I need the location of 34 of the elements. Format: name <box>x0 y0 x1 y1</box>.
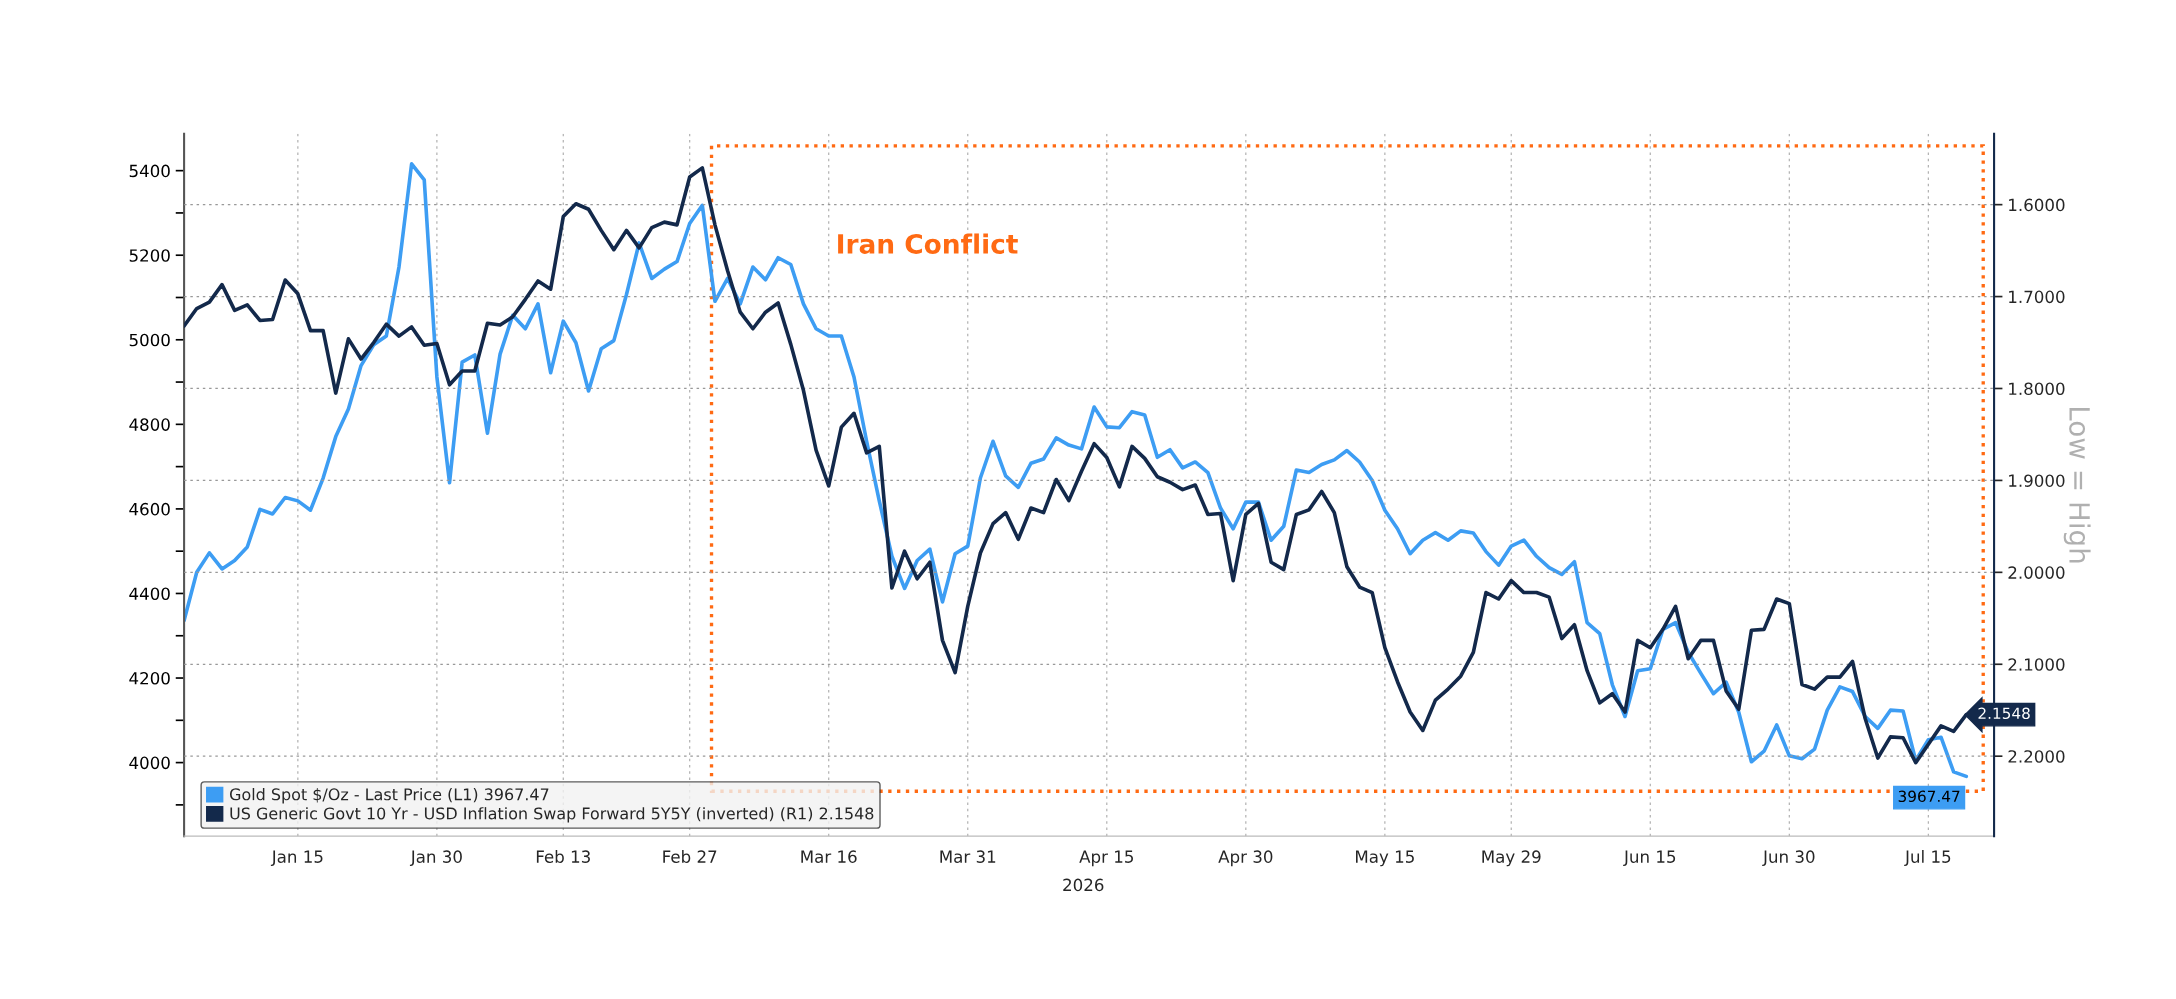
x-tick-label: Jan 30 <box>409 850 462 867</box>
x-tick-label: May 29 <box>1482 850 1541 867</box>
x-tick-label: Apr 30 <box>1218 850 1273 867</box>
x-tick-label: Jan 15 <box>270 850 323 867</box>
y2-tick-label: 1.6000 <box>2009 198 2065 212</box>
y-tick-label: 5400 <box>129 164 170 178</box>
y2-tick-label: 2.0000 <box>2008 566 2065 579</box>
y-tick-label: 4600 <box>129 502 170 516</box>
x-axis-title: 2026 <box>1063 878 1104 892</box>
x-tick-label: Feb 27 <box>663 850 717 863</box>
y-tick-label: 4400 <box>129 587 170 601</box>
y2-tick-label: 1.7000 <box>2009 290 2065 304</box>
y-tick-label: 4000 <box>129 756 170 770</box>
x-tick-label: Jun 15 <box>1623 850 1676 867</box>
y2-tick-label: 2.2000 <box>2008 750 2065 763</box>
y2-tick-label: 1.8000 <box>2009 382 2065 396</box>
x-tick-label: Mar 16 <box>801 850 857 863</box>
x-tick-label: May 15 <box>1356 850 1414 867</box>
x-tick-label: Feb 13 <box>536 850 590 863</box>
data-label: 3967.47 <box>1898 790 1960 803</box>
legend-label: US Generic Govt 10 Yr - USD Inflation Swap Forward 5Y5Y (inverted) (R1) 2.1548 <box>230 807 874 823</box>
y2-tick-label: 1.9000 <box>2009 474 2065 487</box>
x-tick-label: Jul 15 <box>1904 850 1951 867</box>
y-tick-label: 4800 <box>129 418 170 431</box>
y-tick-label: 5200 <box>129 249 170 262</box>
y2-tick-label: 2.1000 <box>2008 658 2065 671</box>
x-tick-label: Jun 30 <box>1762 850 1815 867</box>
data-label: 2.1548 <box>1978 707 2030 720</box>
x-tick-label: Apr 15 <box>1079 850 1133 867</box>
y-tick-label: 5000 <box>129 333 170 347</box>
legend-label: Gold Spot $/Oz - Last Price (L1) 3967.47 <box>229 787 549 804</box>
x-tick-label: Mar 31 <box>940 850 996 863</box>
y-tick-label: 4200 <box>129 671 170 685</box>
annotation: Iran Conflict <box>838 233 1018 254</box>
